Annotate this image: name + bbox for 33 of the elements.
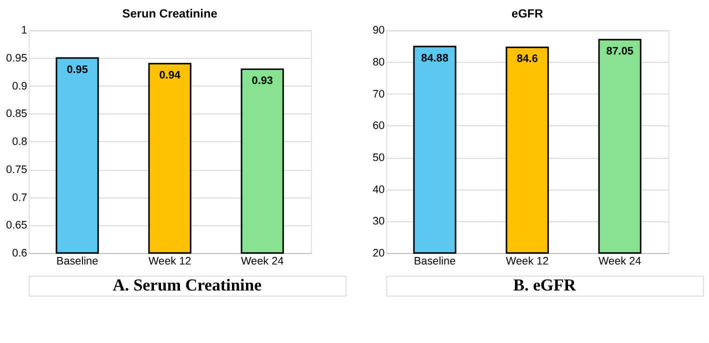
chart-title: Serun Creatinine (122, 6, 218, 20)
x-tick-label: Week 12 (506, 255, 549, 268)
y-tick-label: 60 (372, 120, 385, 132)
y-tick-label: 70 (372, 88, 385, 100)
chart-title: eGFR (511, 6, 544, 20)
x-tick-label: Week 24 (598, 255, 642, 268)
x-tick-label: Week 12 (148, 255, 192, 268)
y-tick-label: 0.6 (12, 247, 28, 260)
y-tick-label: 50 (372, 152, 385, 164)
y-tick-label: 0.85 (6, 108, 28, 120)
y-tick-label: 30 (372, 216, 385, 228)
y-tick-label: 0.65 (6, 220, 28, 232)
y-tick-label: 80 (372, 56, 385, 68)
y-tick-label: 20 (372, 247, 385, 260)
y-tick-label: 0.75 (6, 164, 28, 176)
y-tick-label: 0.9 (12, 80, 28, 92)
y-tick-label: 0.8 (12, 136, 28, 148)
data-label: 84.88 (421, 52, 448, 64)
text: A. Serum Creatinine (112, 276, 262, 295)
data-label: 0.94 (159, 69, 180, 82)
y-tick-label: 0.95 (6, 52, 28, 65)
x-tick-label: Baseline (56, 255, 98, 268)
text: B. eGFR (513, 276, 577, 295)
y-tick-label: 0.7 (12, 192, 28, 204)
data-label: 87.05 (606, 45, 634, 58)
data-label: 0.93 (252, 75, 273, 88)
y-tick-label: 1 (21, 24, 28, 37)
x-tick-label: Week 24 (240, 255, 284, 268)
x-tick-label: Baseline (414, 255, 456, 268)
y-tick-label: 90 (372, 24, 385, 37)
data-label: 0.95 (66, 64, 88, 76)
data-label: 84.6 (516, 53, 538, 66)
y-tick-label: 40 (372, 184, 385, 196)
